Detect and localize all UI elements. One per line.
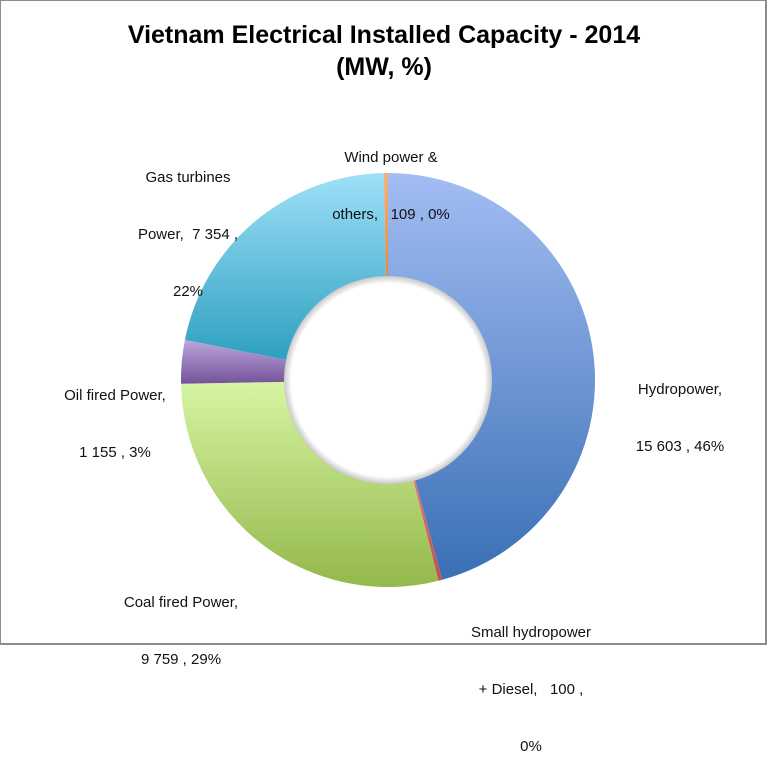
label-hydro-line2: 15 603 , 46% <box>635 438 725 455</box>
chart-subtitle: (MW, %) <box>336 53 432 81</box>
label-oil: Oil fired Power, 1 155 , 3% <box>40 348 190 481</box>
label-oil-line2: 1 155 , 3% <box>79 444 151 461</box>
label-small-hydro-line1: Small hydropower <box>470 624 592 641</box>
slice-wind <box>383 173 388 278</box>
label-wind-line2: others, 109 , 0% <box>332 206 450 223</box>
slice-oil <box>180 339 287 384</box>
label-gas-line2: Power, 7 354 , <box>137 226 239 243</box>
label-coal-line2: 9 759 , 29% <box>140 651 222 668</box>
label-small-hydro: Small hydropower + Diesel, 100 , 0% <box>446 585 616 775</box>
label-small-hydro-line2: + Diesel, 100 , <box>478 681 584 698</box>
label-gas: Gas turbines Power, 7 354 , 22% <box>118 130 258 320</box>
label-gas-line1: Gas turbines <box>145 169 231 186</box>
label-hydro-line1: Hydropower, <box>637 381 723 398</box>
slice-gas <box>184 173 386 361</box>
label-hydro: Hydropower, 15 603 , 46% <box>610 342 750 475</box>
label-small-hydro-line3: 0% <box>520 738 542 755</box>
label-wind: Wind power & others, 109 , 0% <box>296 110 486 243</box>
slice-coal <box>181 381 439 587</box>
label-coal: Coal fired Power, 9 759 , 29% <box>96 555 266 688</box>
donut-slices <box>180 173 596 587</box>
donut-chart <box>180 173 596 587</box>
label-coal-line1: Coal fired Power, <box>123 594 239 611</box>
label-oil-line1: Oil fired Power, <box>64 387 166 404</box>
donut-hole <box>284 276 492 484</box>
slice-small-hydro <box>413 479 443 581</box>
label-gas-line3: 22% <box>172 283 204 300</box>
chart-title: Vietnam Electrical Installed Capacity - … <box>127 21 641 49</box>
label-wind-line1: Wind power & <box>344 149 438 166</box>
